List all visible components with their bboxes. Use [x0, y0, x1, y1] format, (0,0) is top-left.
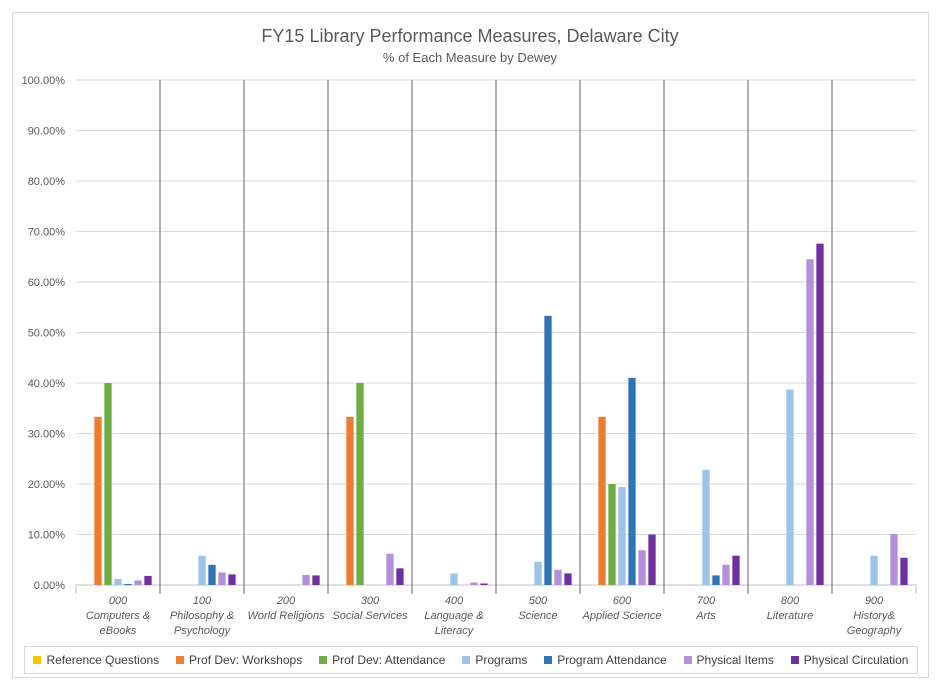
bar	[722, 564, 730, 585]
bar	[94, 416, 102, 585]
y-tick-label: 50.00%	[28, 328, 66, 340]
bar	[302, 574, 310, 585]
y-tick-label: 100.00%	[22, 75, 66, 87]
legend-swatch	[462, 656, 471, 664]
legend-label: Reference Questions	[46, 653, 160, 667]
y-tick-label: 80.00%	[28, 176, 66, 188]
legend-swatch	[544, 656, 553, 664]
y-tick-label: 60.00%	[28, 277, 66, 289]
x-category-label: 500 Science	[518, 595, 557, 622]
y-tick-label: 90.00%	[28, 126, 66, 138]
bar	[712, 575, 720, 585]
bar	[598, 416, 606, 585]
x-category-label: 300 Social Services	[332, 595, 408, 622]
chart-frame	[12, 12, 929, 678]
x-category-label: 000 Computers & eBooks	[86, 595, 150, 637]
bar	[356, 383, 364, 585]
x-axis-categories: 000 Computers & eBooks 100 Philosophy & Psych…	[86, 595, 903, 637]
bar	[450, 573, 458, 585]
legend-label: Program Attendance	[557, 653, 667, 667]
bar	[144, 575, 152, 585]
legend-label: Prof Dev: Workshops	[189, 653, 303, 667]
legend-swatch	[33, 656, 42, 664]
x-category-label: 600 Applied Science	[582, 595, 662, 622]
legend-swatch	[790, 656, 799, 664]
x-category-label: 700 Arts	[695, 595, 716, 622]
bar	[346, 416, 354, 585]
bar	[208, 564, 216, 585]
legend-entry: Physical Circulation	[790, 653, 909, 667]
legend: Reference Questions Prof Dev: Workshops Pr…	[24, 646, 918, 674]
legend-swatch	[683, 656, 692, 664]
legend-entry: Physical Items	[683, 653, 774, 667]
bar	[618, 487, 626, 585]
bar	[104, 383, 112, 585]
y-tick-label: 30.00%	[28, 429, 66, 441]
bar	[554, 569, 562, 585]
legend-label: Physical Circulation	[803, 653, 909, 667]
legend-entry: Reference Questions	[33, 653, 159, 667]
x-category-label: 100 Philosophy & Psychology	[170, 595, 234, 637]
y-tick-label: 40.00%	[28, 378, 66, 390]
x-category-label: 900 History& Geography	[847, 595, 903, 637]
bar	[628, 377, 636, 585]
bar	[870, 555, 878, 585]
bar	[608, 484, 616, 585]
bar	[198, 555, 206, 585]
bar	[480, 583, 488, 585]
bar	[124, 583, 132, 585]
bar	[786, 389, 794, 585]
bar	[396, 568, 404, 585]
chart-subtitle: % of Each Measure by Dewey	[382, 50, 558, 65]
bar	[544, 315, 552, 585]
x-category-label: 800 Literature	[767, 595, 813, 622]
bars	[94, 243, 908, 585]
bar	[702, 469, 710, 585]
bar	[534, 561, 542, 585]
bar	[114, 578, 122, 585]
legend-entry: Prof Dev: Attendance	[319, 653, 445, 667]
bar	[806, 259, 814, 585]
category-separators	[75, 80, 917, 594]
legend-entry: Prof Dev: Workshops	[176, 653, 302, 667]
y-tick-label: 10.00%	[28, 530, 66, 542]
bar	[134, 580, 142, 585]
bar	[470, 582, 478, 585]
chart-title: FY15 Library Performance Measures, Delaw…	[261, 26, 679, 46]
bar	[732, 555, 740, 585]
legend-label: Programs	[475, 653, 528, 667]
bar	[900, 557, 908, 585]
x-category-label: 400 Language & Literacy	[424, 595, 483, 637]
bar	[890, 533, 898, 585]
bar	[564, 573, 572, 585]
legend-label: Prof Dev: Attendance	[332, 653, 446, 667]
bar	[218, 572, 226, 585]
bar	[638, 550, 646, 585]
legend-entry: Programs	[462, 653, 527, 667]
bar	[648, 534, 656, 585]
bar	[816, 243, 824, 585]
y-tick-label: 0.00%	[34, 580, 65, 592]
bar	[312, 575, 320, 585]
legend-label: Physical Items	[696, 653, 774, 667]
legend-swatch	[319, 656, 328, 664]
y-axis-ticks: 0.00% 10.00% 20.00% 30.00% 40.00% 50.00% 60.00…	[22, 75, 66, 592]
legend-swatch	[176, 656, 185, 664]
y-tick-label: 20.00%	[28, 479, 66, 491]
legend-entry: Program Attendance	[544, 653, 667, 667]
bar	[386, 553, 394, 585]
bar	[228, 574, 236, 585]
x-category-label: 200 World Religions	[247, 595, 325, 622]
y-tick-label: 70.00%	[28, 227, 66, 239]
